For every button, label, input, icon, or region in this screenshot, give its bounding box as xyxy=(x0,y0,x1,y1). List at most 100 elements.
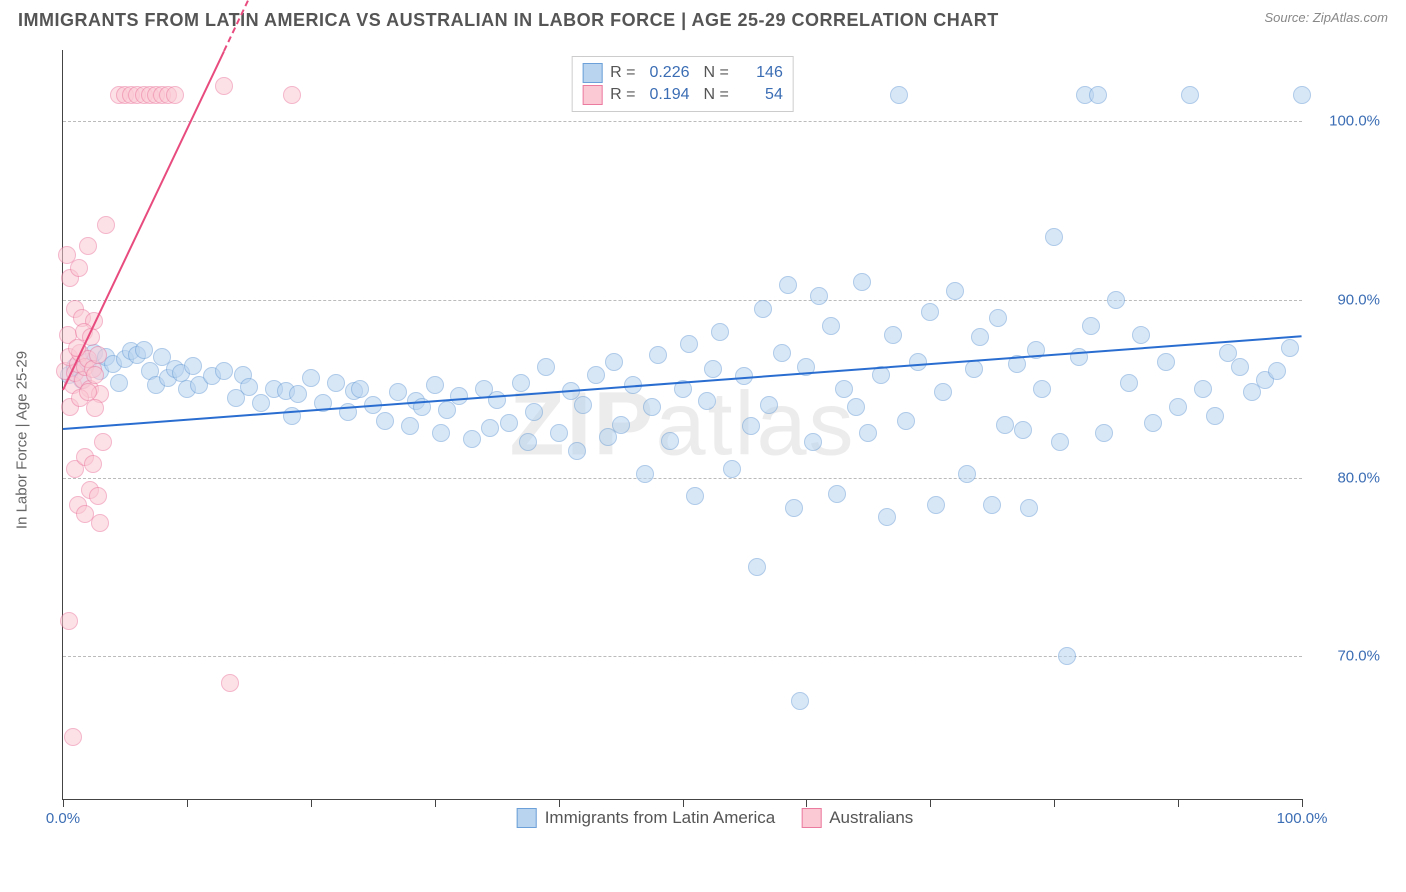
data-point xyxy=(1194,380,1212,398)
data-point xyxy=(773,344,791,362)
data-point xyxy=(110,374,128,392)
data-point xyxy=(1120,374,1138,392)
y-tick-label: 80.0% xyxy=(1337,470,1380,487)
data-point xyxy=(89,487,107,505)
data-point xyxy=(84,455,102,473)
x-tick-label: 100.0% xyxy=(1277,810,1328,827)
data-point xyxy=(711,323,729,341)
data-point xyxy=(426,376,444,394)
y-tick-label: 90.0% xyxy=(1337,291,1380,308)
data-point xyxy=(605,353,623,371)
data-point xyxy=(302,369,320,387)
legend-top: R =0.226N =146R =0.194N =54 xyxy=(571,56,794,112)
data-point xyxy=(897,412,915,430)
data-point xyxy=(283,86,301,104)
data-point xyxy=(1014,421,1032,439)
x-tick xyxy=(311,799,312,807)
data-point xyxy=(525,403,543,421)
x-tick-label: 0.0% xyxy=(46,810,80,827)
x-tick xyxy=(187,799,188,807)
data-point xyxy=(94,433,112,451)
data-point xyxy=(401,417,419,435)
gridline xyxy=(63,656,1302,657)
data-point xyxy=(1089,86,1107,104)
legend-r-value: 0.226 xyxy=(644,64,690,82)
data-point xyxy=(283,407,301,425)
data-point xyxy=(135,341,153,359)
data-point xyxy=(1095,424,1113,442)
data-point xyxy=(1033,380,1051,398)
data-point xyxy=(890,86,908,104)
data-point xyxy=(1045,228,1063,246)
data-point xyxy=(636,465,654,483)
data-point xyxy=(500,414,518,432)
data-point xyxy=(1206,407,1224,425)
data-point xyxy=(1132,326,1150,344)
plot-area: ZIPatlas 70.0%80.0%90.0%100.0%0.0%100.0%… xyxy=(62,50,1302,800)
data-point xyxy=(878,508,896,526)
data-point xyxy=(1281,339,1299,357)
data-point xyxy=(835,380,853,398)
data-point xyxy=(215,362,233,380)
data-point xyxy=(661,432,679,450)
y-tick-label: 70.0% xyxy=(1337,648,1380,665)
legend-label: Immigrants from Latin America xyxy=(545,808,776,828)
data-point xyxy=(810,287,828,305)
data-point xyxy=(1293,86,1311,104)
legend-item: Australians xyxy=(801,808,913,828)
legend-r-label: R = xyxy=(610,64,635,82)
data-point xyxy=(1058,647,1076,665)
data-point xyxy=(828,485,846,503)
data-point xyxy=(1268,362,1286,380)
y-tick-label: 100.0% xyxy=(1329,113,1380,130)
data-point xyxy=(859,424,877,442)
data-point xyxy=(643,398,661,416)
data-point xyxy=(519,433,537,451)
data-point xyxy=(927,496,945,514)
legend-n-label: N = xyxy=(704,86,729,104)
data-point xyxy=(946,282,964,300)
gridline xyxy=(63,121,1302,122)
gridline xyxy=(63,478,1302,479)
data-point xyxy=(79,237,97,255)
data-point xyxy=(537,358,555,376)
data-point xyxy=(779,276,797,294)
data-point xyxy=(791,692,809,710)
data-point xyxy=(1082,317,1100,335)
x-tick xyxy=(435,799,436,807)
data-point xyxy=(64,728,82,746)
data-point xyxy=(1181,86,1199,104)
data-point xyxy=(438,401,456,419)
data-point xyxy=(389,383,407,401)
data-point xyxy=(723,460,741,478)
data-point xyxy=(289,385,307,403)
data-point xyxy=(965,360,983,378)
data-point xyxy=(512,374,530,392)
data-point xyxy=(376,412,394,430)
legend-r-value: 0.194 xyxy=(644,86,690,104)
y-axis-label: In Labor Force | Age 25-29 xyxy=(14,351,31,529)
data-point xyxy=(240,378,258,396)
data-point xyxy=(1051,433,1069,451)
data-point xyxy=(166,86,184,104)
data-point xyxy=(704,360,722,378)
data-point xyxy=(958,465,976,483)
data-point xyxy=(989,309,1007,327)
chart-header: IMMIGRANTS FROM LATIN AMERICA VS AUSTRAL… xyxy=(0,0,1406,35)
data-point xyxy=(1107,291,1125,309)
data-point xyxy=(86,399,104,417)
data-point xyxy=(327,374,345,392)
data-point xyxy=(742,417,760,435)
data-point xyxy=(822,317,840,335)
x-tick xyxy=(1302,799,1303,807)
x-tick xyxy=(63,799,64,807)
data-point xyxy=(760,396,778,414)
data-point xyxy=(1169,398,1187,416)
data-point xyxy=(450,387,468,405)
legend-row: R =0.194N =54 xyxy=(582,84,783,106)
legend-swatch xyxy=(582,85,602,105)
data-point xyxy=(971,328,989,346)
data-point xyxy=(252,394,270,412)
chart-source: Source: ZipAtlas.com xyxy=(1264,10,1388,25)
data-point xyxy=(680,335,698,353)
